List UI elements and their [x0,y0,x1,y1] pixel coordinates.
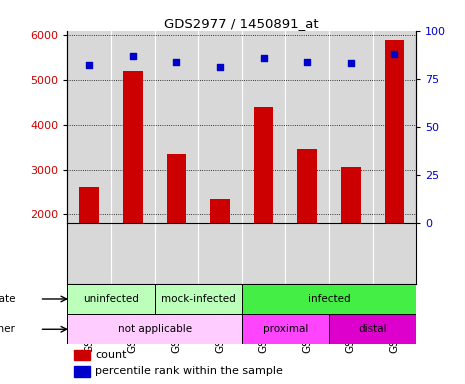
Bar [67,284,154,314]
Point [173,58,180,65]
Text: mock-infected: mock-infected [161,294,236,304]
Text: distal: distal [358,324,387,334]
Text: other: other [0,324,15,334]
Bar [210,199,230,304]
Point [129,53,137,59]
Text: infected: infected [308,294,350,304]
Bar [329,314,416,344]
Bar [74,366,90,377]
Bar [80,187,99,304]
Text: not applicable: not applicable [118,324,192,334]
Bar [123,71,143,304]
Title: GDS2977 / 1450891_at: GDS2977 / 1450891_at [165,17,319,30]
Bar [385,40,404,304]
Text: count: count [95,350,127,360]
Point [86,62,93,68]
Text: proximal: proximal [263,324,308,334]
Text: disease state: disease state [0,294,15,304]
Bar [341,167,360,304]
Bar [74,350,90,361]
Bar [242,284,416,314]
Bar [154,284,242,314]
Point [304,58,311,65]
Point [216,64,224,70]
Point [391,51,398,57]
Bar [298,149,317,304]
Bar [166,154,186,304]
Point [347,60,354,66]
Point [260,55,267,61]
Bar [242,314,329,344]
Text: uninfected: uninfected [83,294,139,304]
Bar [67,314,242,344]
Bar [254,107,273,304]
Text: percentile rank within the sample: percentile rank within the sample [95,366,283,376]
